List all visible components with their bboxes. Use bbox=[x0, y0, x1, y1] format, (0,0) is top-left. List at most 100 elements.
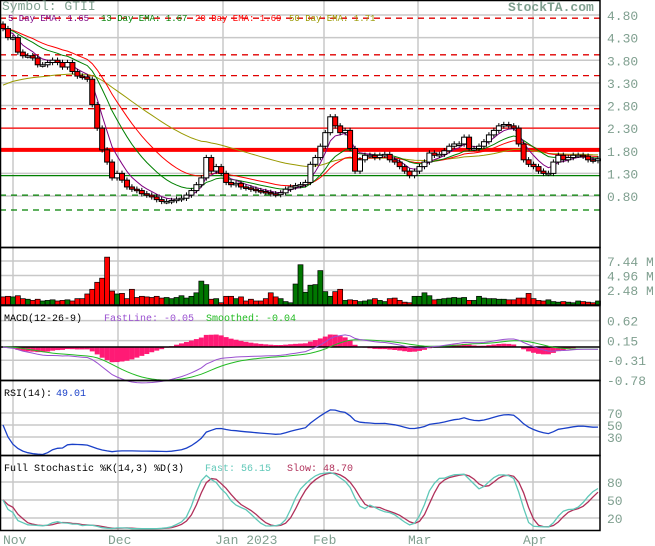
macd-histogram-bar bbox=[183, 342, 189, 347]
candle-body bbox=[123, 179, 130, 188]
volume-bar bbox=[550, 301, 557, 305]
macd-histogram-bar bbox=[84, 347, 90, 350]
macd-histogram-bar bbox=[555, 347, 561, 352]
candle-body bbox=[193, 184, 200, 192]
candle-body bbox=[183, 194, 190, 199]
volume-bar bbox=[500, 298, 507, 305]
stoch-fast-label: Fast: 56.15 bbox=[205, 464, 271, 475]
candle-body bbox=[376, 154, 383, 159]
stoch-tick-label: 20 bbox=[607, 512, 623, 527]
candle-body bbox=[312, 157, 319, 165]
volume-bar bbox=[391, 297, 398, 305]
volume-bar bbox=[575, 300, 582, 305]
candle-body bbox=[173, 198, 180, 202]
candle-body bbox=[381, 153, 388, 157]
price-tick-label: 3.80 bbox=[607, 54, 638, 69]
macd-histogram-bar bbox=[347, 340, 353, 347]
volume-bar bbox=[436, 298, 443, 305]
volume-tick-label: 4.96 M bbox=[607, 270, 654, 285]
macd-histogram-bar bbox=[278, 345, 284, 347]
candle-body bbox=[34, 57, 41, 66]
candle-body bbox=[188, 190, 195, 196]
macd-histogram-bar bbox=[144, 347, 150, 355]
volume-bar bbox=[540, 300, 547, 305]
volume-bar bbox=[5, 295, 11, 305]
macd-tick-label: 0.62 bbox=[607, 315, 638, 330]
macd-histogram-bar bbox=[15, 347, 21, 350]
volume-bar bbox=[585, 301, 591, 305]
candle-body bbox=[580, 154, 587, 158]
candle-body bbox=[19, 51, 26, 57]
volume-bar bbox=[282, 301, 289, 305]
macd-histogram-bar bbox=[94, 347, 100, 355]
macd-histogram-bar bbox=[312, 340, 318, 347]
volume-bar bbox=[94, 281, 101, 305]
candle-body bbox=[39, 64, 46, 67]
candle-body bbox=[267, 191, 274, 195]
volume-bar bbox=[257, 300, 264, 305]
macd-histogram-bar bbox=[114, 347, 120, 363]
candle-body bbox=[451, 143, 458, 147]
macd-histogram-bar bbox=[337, 336, 343, 347]
candle-body bbox=[401, 166, 408, 172]
macd-histogram-bar bbox=[74, 347, 80, 350]
macd-histogram-bar bbox=[30, 347, 36, 352]
symbol-label: Symbol: GTII bbox=[2, 0, 96, 14]
volume-bar bbox=[535, 300, 542, 305]
volume-bar bbox=[367, 299, 373, 305]
volume-bar bbox=[491, 298, 497, 305]
volume-bar bbox=[228, 295, 234, 305]
macd-histogram-bar bbox=[540, 347, 546, 355]
macd-histogram-bar bbox=[213, 334, 219, 347]
volume-bar bbox=[277, 298, 284, 305]
macd-histogram-bar bbox=[55, 347, 61, 351]
macd-histogram-bar bbox=[288, 344, 294, 347]
volume-bar bbox=[238, 296, 244, 305]
volume-bar bbox=[148, 297, 155, 305]
volume-bar bbox=[143, 296, 150, 305]
macd-histogram-bar bbox=[268, 344, 274, 347]
volume-bar bbox=[416, 295, 423, 305]
candle-body bbox=[247, 187, 254, 190]
macd-histogram-bar bbox=[50, 347, 56, 351]
rsi-title: RSI(14): bbox=[4, 388, 52, 400]
volume-bar bbox=[163, 297, 170, 305]
volume-bar bbox=[44, 300, 51, 305]
candle-body bbox=[89, 78, 96, 106]
candle-body bbox=[515, 127, 522, 145]
candle-body bbox=[352, 147, 359, 172]
stoch-fast-line bbox=[2, 471, 599, 530]
candle-body bbox=[114, 172, 121, 179]
volume-bar bbox=[243, 300, 249, 305]
volume-bar bbox=[347, 299, 353, 305]
candle-body bbox=[287, 186, 294, 190]
volume-bar bbox=[287, 302, 294, 305]
macd-histogram-bar bbox=[193, 339, 199, 347]
macd-smoothed-line bbox=[2, 339, 599, 381]
volume-bar bbox=[565, 301, 572, 305]
candle-body bbox=[446, 145, 453, 152]
macd-histogram-bar bbox=[159, 347, 165, 350]
macd-histogram-bar bbox=[179, 343, 184, 347]
candle-body bbox=[421, 161, 428, 168]
candle-body bbox=[153, 196, 160, 201]
macd-histogram-bar bbox=[283, 344, 289, 347]
axis-ticks: 4.80 4.30 3.80 3.30 2.80 2.30 1.80 1.30 0.80 7.44… bbox=[607, 9, 654, 527]
volume-bar bbox=[208, 298, 215, 305]
volume-bar bbox=[372, 298, 378, 305]
volume-bar bbox=[307, 284, 314, 305]
x-tick-label: Nov bbox=[3, 533, 27, 546]
macd-histogram-bar bbox=[317, 338, 323, 347]
candle-body bbox=[14, 37, 21, 53]
volume-bar bbox=[233, 298, 239, 305]
macd-histogram-bar bbox=[307, 341, 313, 347]
candle-body bbox=[456, 143, 463, 146]
macd-histogram-bar bbox=[228, 338, 234, 347]
volume-bar bbox=[183, 297, 190, 305]
macd-tick-label: 0.15 bbox=[607, 335, 638, 350]
volume-tick-label: 7.44 M bbox=[607, 255, 654, 270]
volume-bar bbox=[109, 290, 115, 305]
candle-body bbox=[550, 161, 557, 174]
macd-histogram-bar bbox=[387, 347, 393, 350]
support-resistance-levels bbox=[0, 17, 600, 211]
